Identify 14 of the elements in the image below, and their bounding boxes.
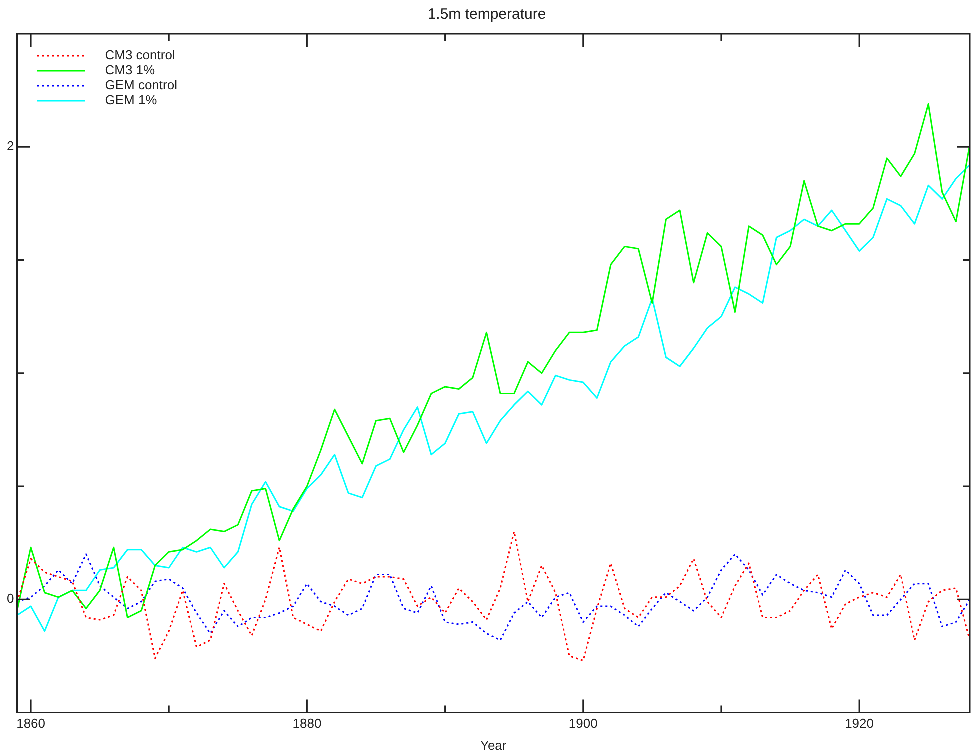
x-tick-label: 1880 <box>292 716 322 732</box>
y-tick-label: 0 <box>6 591 14 606</box>
legend-label: GEM control <box>105 78 178 93</box>
line-series <box>17 531 970 662</box>
x-tick-label: 1860 <box>16 716 46 732</box>
x-tick-label: 1920 <box>845 716 874 732</box>
x-axis-title: Year <box>480 738 508 753</box>
line-series <box>17 554 970 642</box>
chart-title: 1.5m temperature <box>428 6 546 24</box>
y-tick-label: 2 <box>6 138 14 154</box>
legend-label: GEM 1% <box>105 92 158 108</box>
x-tick-label: 1900 <box>568 716 598 732</box>
legend-label: CM3 1% <box>105 62 156 78</box>
legend-label: CM3 control <box>105 48 176 63</box>
